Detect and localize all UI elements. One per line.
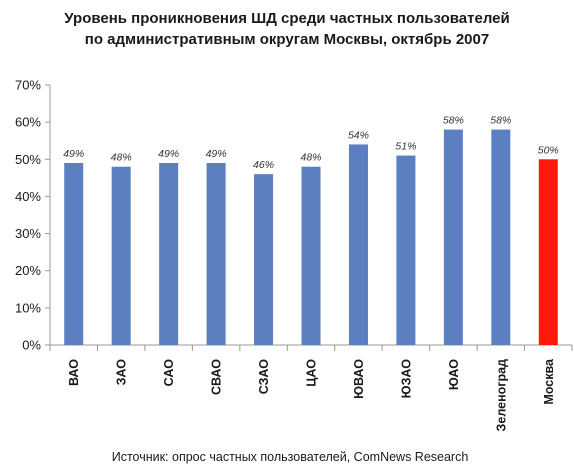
x-category-label: ВАО [67, 359, 81, 386]
x-category-label: САО [162, 359, 176, 387]
bar-11 [538, 159, 558, 345]
y-tick-label: 60% [15, 115, 41, 130]
x-category-label: Зеленоград [494, 359, 508, 431]
y-tick-label: 70% [15, 78, 41, 93]
x-category-label: ЮВАО [352, 359, 366, 399]
bar-value-label: 58% [443, 115, 464, 127]
x-category-label: СЗАО [257, 359, 271, 395]
bar-4 [206, 163, 226, 345]
bar-value-label: 54% [348, 129, 369, 141]
y-tick-label: 0% [22, 338, 41, 353]
bar-value-label: 48% [300, 152, 321, 164]
y-tick-label: 20% [15, 263, 41, 278]
y-tick-label: 50% [15, 152, 41, 167]
chart-title-line-2: по административным округам Москвы, октя… [84, 31, 490, 48]
bar-9 [443, 129, 463, 345]
bar-value-label: 46% [253, 159, 274, 171]
x-category-label: ЮЗАО [399, 359, 413, 399]
bar-chart: 0% 10% 20% 30% 40% 50% 60% 70% 49% ВАО 48% ЗАО 49% СА… [15, 78, 573, 431]
bar-value-label: 58% [490, 115, 511, 127]
bar-1 [64, 163, 84, 345]
bar-8 [396, 155, 416, 345]
bar-6 [301, 166, 321, 345]
bar-value-label: 48% [111, 152, 132, 164]
bar-10 [491, 129, 511, 345]
x-category-label: Москва [542, 358, 556, 405]
y-tick-label: 30% [15, 226, 41, 241]
source-note: Источник: опрос частных пользователей, C… [111, 450, 469, 464]
x-category-label: ЗАО [115, 359, 129, 386]
bar-3 [159, 163, 179, 345]
bar-value-label: 49% [158, 148, 179, 160]
x-category-label: ЮАО [447, 359, 461, 390]
bar-2 [111, 166, 131, 345]
chart-title-line-1: Уровень проникновения ШД среди частных п… [64, 10, 510, 27]
bar-value-label: 49% [63, 148, 84, 160]
bar-value-label: 50% [538, 144, 559, 156]
bar-value-label: 51% [395, 141, 416, 153]
bar-5 [254, 174, 274, 345]
bar-7 [348, 144, 368, 345]
bar-value-label: 49% [206, 148, 227, 160]
chart-title: Уровень проникновения ШД среди частных п… [0, 8, 574, 50]
x-category-label: СВАО [210, 359, 224, 395]
y-tick-label: 10% [15, 300, 41, 315]
y-tick-label: 40% [15, 189, 41, 204]
x-category-label: ЦАО [305, 359, 319, 387]
